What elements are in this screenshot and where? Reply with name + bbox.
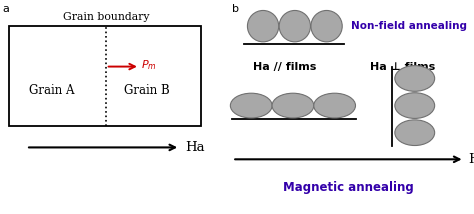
Ellipse shape (230, 93, 272, 118)
Text: Grain A: Grain A (29, 84, 75, 97)
Text: Grain B: Grain B (124, 84, 170, 97)
Ellipse shape (395, 66, 435, 91)
Ellipse shape (395, 93, 435, 118)
Bar (9, 26, 201, 126)
Text: a: a (2, 4, 9, 14)
Ellipse shape (247, 10, 279, 42)
Text: Non-field annealing: Non-field annealing (351, 21, 467, 31)
Ellipse shape (272, 93, 314, 118)
Text: $P_m$: $P_m$ (141, 58, 157, 71)
Text: b: b (232, 4, 239, 14)
Text: Ha // films: Ha // films (253, 62, 316, 71)
Ellipse shape (395, 120, 435, 146)
Ellipse shape (279, 10, 310, 42)
Ellipse shape (311, 10, 342, 42)
Text: Grain boundary: Grain boundary (64, 12, 150, 22)
Text: Ha ⊥ films: Ha ⊥ films (370, 62, 436, 71)
Text: Ha: Ha (185, 141, 204, 154)
Text: Ha: Ha (468, 153, 474, 166)
Ellipse shape (314, 93, 356, 118)
Text: Magnetic annealing: Magnetic annealing (283, 181, 414, 194)
